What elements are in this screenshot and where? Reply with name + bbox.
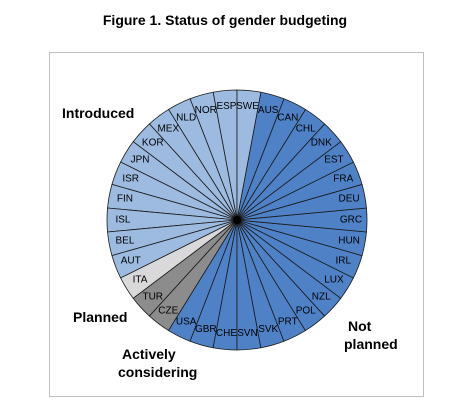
- slice-label-nld: NLD: [176, 112, 196, 123]
- legend-label-actively-considering-line1: Actively: [122, 346, 176, 362]
- slice-label-tur: TUR: [142, 291, 163, 302]
- slice-label-kor: KOR: [142, 138, 164, 149]
- slice-label-hun: HUN: [338, 235, 360, 246]
- slice-label-prt: PRT: [278, 317, 298, 328]
- slice-label-can: CAN: [277, 112, 298, 123]
- slice-label-usa: USA: [176, 317, 197, 328]
- slice-label-esp: ESP: [216, 101, 236, 112]
- legend-label-not-planned-line2: planned: [344, 336, 398, 352]
- chart-title: Figure 1. Status of gender budgeting: [102, 12, 348, 28]
- pie-slice-swe: [236, 89, 262, 221]
- slice-label-swe: SWE: [236, 101, 259, 112]
- pie-center: [233, 216, 241, 224]
- slice-label-isl: ISL: [115, 215, 130, 226]
- slice-label-grc: GRC: [340, 215, 362, 226]
- slice-label-deu: DEU: [338, 194, 359, 205]
- pie-slices: [106, 89, 368, 351]
- slice-label-chl: CHL: [296, 124, 316, 135]
- legend-label-planned: Planned: [73, 309, 128, 325]
- slice-label-cze: CZE: [158, 305, 178, 316]
- slice-label-gbr: GBR: [195, 324, 217, 335]
- legend-label-not-planned-line1: Not: [348, 318, 372, 334]
- slice-label-ita: ITA: [133, 275, 148, 286]
- slice-label-svk: SVK: [258, 324, 278, 335]
- legend-label-actively-considering-line2: considering: [118, 364, 198, 380]
- slice-label-che: CHE: [216, 328, 237, 339]
- slice-label-aus: AUS: [258, 105, 279, 116]
- slice-label-est: EST: [324, 154, 343, 165]
- slice-label-svn: SVN: [237, 328, 258, 339]
- slice-label-fra: FRA: [333, 173, 353, 184]
- slice-label-fin: FIN: [117, 194, 133, 205]
- slice-label-dnk: DNK: [311, 138, 332, 149]
- slice-label-lux: LUX: [324, 275, 344, 286]
- slice-label-mex: MEX: [157, 124, 179, 135]
- slice-label-nzl: NZL: [312, 291, 331, 302]
- slice-label-bel: BEL: [115, 235, 134, 246]
- legend-label-introduced: Introduced: [62, 105, 135, 121]
- slice-label-isr: ISR: [122, 173, 139, 184]
- slice-label-aut: AUT: [121, 256, 141, 267]
- slice-label-irl: IRL: [336, 256, 352, 267]
- slice-label-jpn: JPN: [131, 154, 150, 165]
- slice-label-pol: POL: [296, 305, 316, 316]
- slice-label-nor: NOR: [195, 105, 217, 116]
